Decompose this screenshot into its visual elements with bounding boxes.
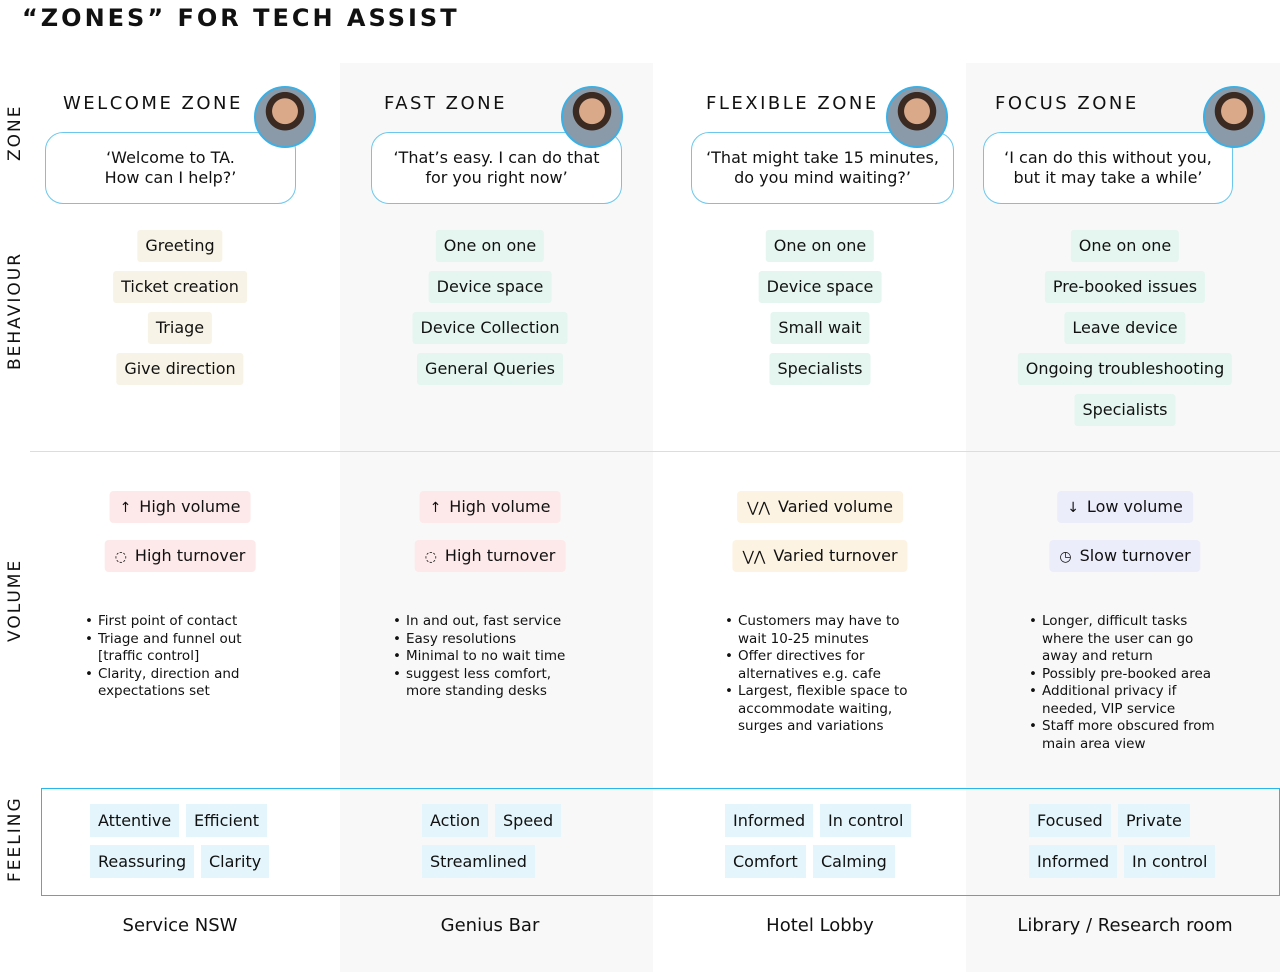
feeling-tag: In control <box>820 804 912 837</box>
note-item: Largest, flexible space to accommodate w… <box>725 683 908 736</box>
behaviour-tag: One on one <box>765 230 875 262</box>
note-item: Additional privacy if needed, VIP servic… <box>1029 683 1215 718</box>
note-item: Minimal to no wait time <box>393 648 565 666</box>
clock-icon: ◷ <box>1059 549 1072 565</box>
behaviour-tag: Pre-booked issues <box>1044 271 1206 303</box>
feeling-tag: Calming <box>813 845 895 878</box>
row-label-zone: ZONE <box>5 104 25 162</box>
behaviour-tag: Ticket creation <box>113 271 247 303</box>
zone-title: WELCOME ZONE <box>63 93 243 114</box>
avatar <box>561 86 623 148</box>
feeling-tag: Action <box>422 804 489 837</box>
zone-quote: ‘I can do this without you, but it may t… <box>983 132 1233 204</box>
zone-notes: Longer, difficult tasks where the user c… <box>1029 613 1215 753</box>
behaviour-tag: General Queries <box>417 353 563 385</box>
volume-badge: ⋁⋀ Varied volume <box>737 491 903 523</box>
zone-title: FOCUS ZONE <box>995 93 1139 114</box>
note-item: Staff more obscured from main area view <box>1029 718 1215 753</box>
volume-badge: ↑ High volume <box>419 491 561 523</box>
arrow-up-icon: ↑ <box>429 500 442 516</box>
zone-notes: First point of contactTriage and funnel … <box>85 613 242 701</box>
avatar <box>886 86 948 148</box>
behaviour-tag: One on one <box>435 230 545 262</box>
volume-badge: ↓ Low volume <box>1057 491 1193 523</box>
page-title: “ZONES” FOR TECH ASSIST <box>22 4 460 32</box>
behaviour-tag: Device space <box>428 271 552 303</box>
feeling-tag: Focused <box>1029 804 1111 837</box>
note-item: Customers may have to wait 10-25 minutes <box>725 613 908 648</box>
volume-badge: ↑ High volume <box>109 491 251 523</box>
volume-badge: ◷ Slow turnover <box>1049 540 1201 572</box>
feeling-tag: Comfort <box>725 845 806 878</box>
behaviour-tag: Ongoing troubleshooting <box>1017 353 1233 385</box>
volume-badge: ◌ High turnover <box>104 540 256 572</box>
feeling-tag: Attentive <box>90 804 180 837</box>
volume-badge: ◌ High turnover <box>414 540 566 572</box>
behaviour-tag: Greeting <box>137 230 223 262</box>
note-item: First point of contact <box>85 613 242 631</box>
avatar <box>254 86 316 148</box>
volume-label: Varied turnover <box>773 546 898 565</box>
behaviour-tag: Give direction <box>116 353 244 385</box>
volume-label: Slow turnover <box>1079 546 1191 565</box>
row-label-feeling: FEELING <box>5 796 25 882</box>
note-item: Triage and funnel out [traffic control] <box>85 631 242 666</box>
analogy-label: Genius Bar <box>440 915 540 936</box>
refresh-icon: ◌ <box>424 549 437 565</box>
feeling-tag: Private <box>1118 804 1190 837</box>
volume-label: Low volume <box>1086 497 1183 516</box>
volume-label: High volume <box>449 497 551 516</box>
behaviour-tag: Device Collection <box>412 312 568 344</box>
behaviour-tag: Specialists <box>769 353 871 385</box>
note-item: Longer, difficult tasks where the user c… <box>1029 613 1215 666</box>
feeling-tag: Informed <box>1029 845 1118 878</box>
analogy-label: Hotel Lobby <box>766 915 874 936</box>
refresh-icon: ◌ <box>114 549 127 565</box>
analogy-label: Library / Research room <box>1017 915 1233 936</box>
volume-label: High turnover <box>444 546 556 565</box>
note-item: Clarity, direction and expectations set <box>85 666 242 701</box>
arrow-up-icon: ↑ <box>119 500 132 516</box>
feeling-tag: In control <box>1124 845 1216 878</box>
behaviour-tag: One on one <box>1070 230 1180 262</box>
volume-label: Varied volume <box>778 497 893 516</box>
volume-label: High turnover <box>134 546 246 565</box>
feeling-tag: Informed <box>725 804 814 837</box>
avatar <box>1203 86 1265 148</box>
arrow-down-icon: ↓ <box>1067 500 1079 516</box>
zone-notes: In and out, fast serviceEasy resolutions… <box>393 613 565 701</box>
zone-title: FLEXIBLE ZONE <box>706 93 879 114</box>
behaviour-tag: Triage <box>147 312 213 344</box>
behaviour-tag: Device space <box>758 271 882 303</box>
note-item: suggest less comfort, more standing desk… <box>393 666 565 701</box>
note-item: Easy resolutions <box>393 631 565 649</box>
note-item: Offer directives for alternatives e.g. c… <box>725 648 908 683</box>
zigzag-icon: ⋁⋀ <box>747 500 771 516</box>
analogy-label: Service NSW <box>122 915 238 936</box>
note-item: In and out, fast service <box>393 613 565 631</box>
feeling-tag: Speed <box>495 804 562 837</box>
zone-quote: ‘Welcome to TA. How can I help?’ <box>45 132 296 204</box>
behaviour-tag: Specialists <box>1074 394 1176 426</box>
feeling-tag: Efficient <box>186 804 268 837</box>
section-divider <box>30 451 1280 452</box>
row-label-behaviour: BEHAVIOUR <box>5 251 25 370</box>
volume-badge: ⋁⋀ Varied turnover <box>732 540 908 572</box>
zone-notes: Customers may have to wait 10-25 minutes… <box>725 613 908 736</box>
zigzag-icon: ⋁⋀ <box>742 549 766 565</box>
behaviour-tag: Small wait <box>770 312 870 344</box>
zone-title: FAST ZONE <box>384 93 507 114</box>
note-item: Possibly pre-booked area <box>1029 666 1215 684</box>
behaviour-tag: Leave device <box>1064 312 1186 344</box>
feeling-tag: Reassuring <box>90 845 195 878</box>
volume-label: High volume <box>139 497 241 516</box>
feeling-tag: Streamlined <box>422 845 535 878</box>
feeling-tag: Clarity <box>201 845 270 878</box>
row-label-volume: VOLUME <box>5 558 25 642</box>
